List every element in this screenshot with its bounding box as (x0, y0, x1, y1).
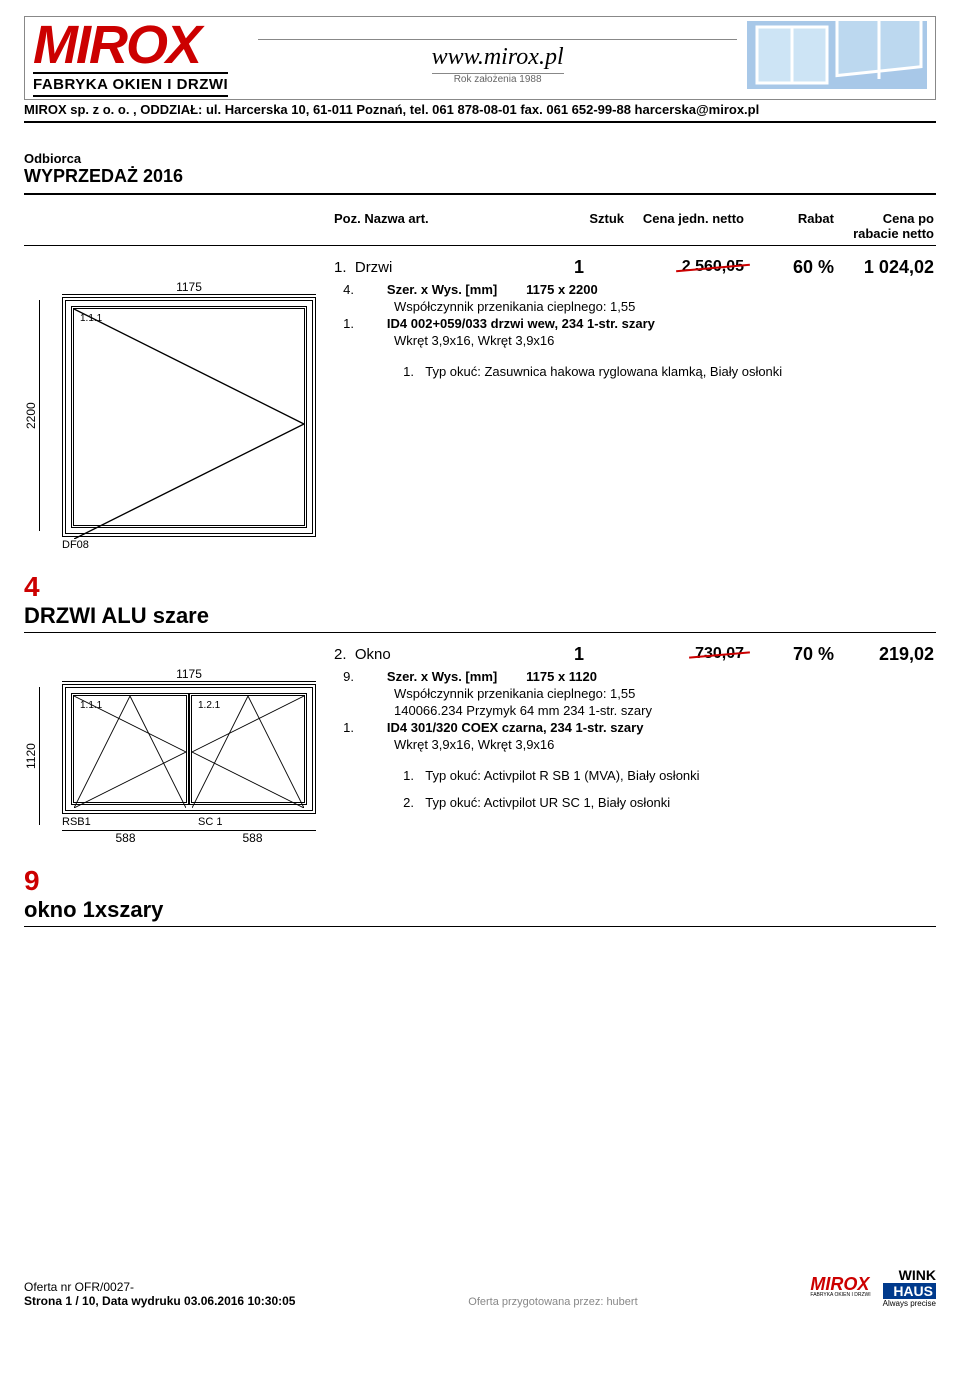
logo-main: MIROX (33, 21, 228, 70)
strona-info: Strona 1 / 10, Data wydruku 03.06.2016 1… (24, 1294, 295, 1308)
discount: 70 % (744, 644, 834, 665)
winkhaus-logo: WINK HAUS Always precise (883, 1267, 936, 1308)
spec-line: 1. Typ okuć: Zasuwnica hakowa ryglowana … (334, 363, 936, 380)
dim-left: 2200 (24, 300, 40, 531)
col-cena-jedn: Cena jedn. netto (624, 211, 744, 241)
col-cena-po: Cena po rabacie netto (834, 211, 934, 241)
oferta-nr: Oferta nr OFR/0027- (24, 1280, 295, 1294)
price-line: 1. Drzwi 1 2 560,05 60 % 1 024,02 (334, 254, 936, 281)
window-photo (747, 21, 927, 89)
item-row: 2200 1175 1.1.1 DF08 1. Drzwi 1 (24, 254, 936, 551)
spec-line: 2. Typ okuć: Activpilot UR SC 1, Biały o… (334, 794, 936, 811)
section-name: DRZWI ALU szare (24, 603, 936, 633)
odbiorca-value: WYPRZEDAŻ 2016 (24, 166, 936, 195)
opening-lines-icon (192, 696, 304, 808)
logo-block: MIROX FABRYKA OKIEN I DRZWI (33, 21, 228, 97)
bottom-label: DF08 (62, 539, 334, 551)
spec-line: 9. Szer. x Wys. [mm] 1175 x 1120 (334, 668, 936, 685)
spec-line: 140066.234 Przymyk 64 mm 234 1-str. szar… (334, 702, 936, 719)
company-line: MIROX sp. z o. o. , ODDZIAŁ: ul. Harcers… (24, 102, 936, 123)
section-num: 4 (24, 571, 936, 603)
section-num: 9 (24, 865, 936, 897)
url-block: www.mirox.pl Rok założenia 1988 (228, 21, 737, 85)
dim-top: 1175 (62, 280, 316, 295)
section-title: 9 okno 1xszary (24, 865, 936, 927)
spec-line: 1. ID4 301/320 COEX czarna, 234 1-str. s… (334, 719, 936, 736)
final-price: 1 024,02 (834, 257, 934, 278)
odbiorca-label: Odbiorca (24, 151, 936, 166)
spec-line: Współczynnik przenikania cieplnego: 1,55 (334, 298, 936, 315)
spec-line: 1. Typ okuć: Activpilot R SB 1 (MVA), Bi… (334, 767, 936, 784)
bottom-labels-a: RSB1 SC 1 (62, 816, 334, 828)
old-price: 730,07 (695, 645, 744, 663)
spec-line: 1. ID4 002+059/033 drzwi wew, 234 1-str.… (334, 315, 936, 332)
col-sztuk: Sztuk (534, 211, 624, 241)
qty: 1 (534, 257, 624, 278)
price-line: 2. Okno 1 730,07 70 % 219,02 (334, 641, 936, 668)
page-footer: Oferta nr OFR/0027- Strona 1 / 10, Data … (24, 1267, 936, 1308)
bottom-labels-b: 588 588 (62, 830, 316, 845)
url-sub: Rok założenia 1988 (258, 74, 737, 85)
sash-label: 1.2.1 (198, 700, 220, 711)
header-banner: MIROX FABRYKA OKIEN I DRZWI www.mirox.pl… (24, 16, 936, 100)
mini-logo: MIROX FABRYKA OKIEN I DRZWI (810, 1276, 870, 1298)
dim-left: 1120 (24, 687, 40, 825)
opening-lines-icon (74, 309, 304, 539)
spec-line: Wkręt 3,9x16, Wkręt 3,9x16 (334, 736, 936, 753)
col-poz: Poz. Nazwa art. (334, 211, 534, 241)
qty: 1 (534, 644, 624, 665)
col-rabat: Rabat (744, 211, 834, 241)
old-price: 2 560,05 (682, 258, 744, 276)
opening-lines-icon (74, 696, 186, 808)
spec-line: Współczynnik przenikania cieplnego: 1,55 (334, 685, 936, 702)
item-row: 1120 1175 1.1.1 (24, 641, 936, 845)
prepared-by: Oferta przygotowana przez: hubert (468, 1296, 637, 1308)
window-drawing: 1120 1175 1.1.1 (24, 667, 334, 845)
spec-line: Wkręt 3,9x16, Wkręt 3,9x16 (334, 332, 936, 349)
sash-label: 1.1.1 (80, 700, 102, 711)
section-title: 4 DRZWI ALU szare (24, 571, 936, 633)
door-drawing: 2200 1175 1.1.1 DF08 (24, 280, 334, 551)
section-name: okno 1xszary (24, 897, 936, 927)
final-price: 219,02 (834, 644, 934, 665)
logo-sub: FABRYKA OKIEN I DRZWI (33, 72, 228, 97)
table-header-row: Poz. Nazwa art. Sztuk Cena jedn. netto R… (24, 207, 936, 246)
url-text: www.mirox.pl (432, 44, 564, 74)
discount: 60 % (744, 257, 834, 278)
sash-label: 1.1.1 (80, 313, 102, 324)
dim-top: 1175 (62, 667, 316, 682)
spec-line: 4. Szer. x Wys. [mm] 1175 x 2200 (334, 281, 936, 298)
